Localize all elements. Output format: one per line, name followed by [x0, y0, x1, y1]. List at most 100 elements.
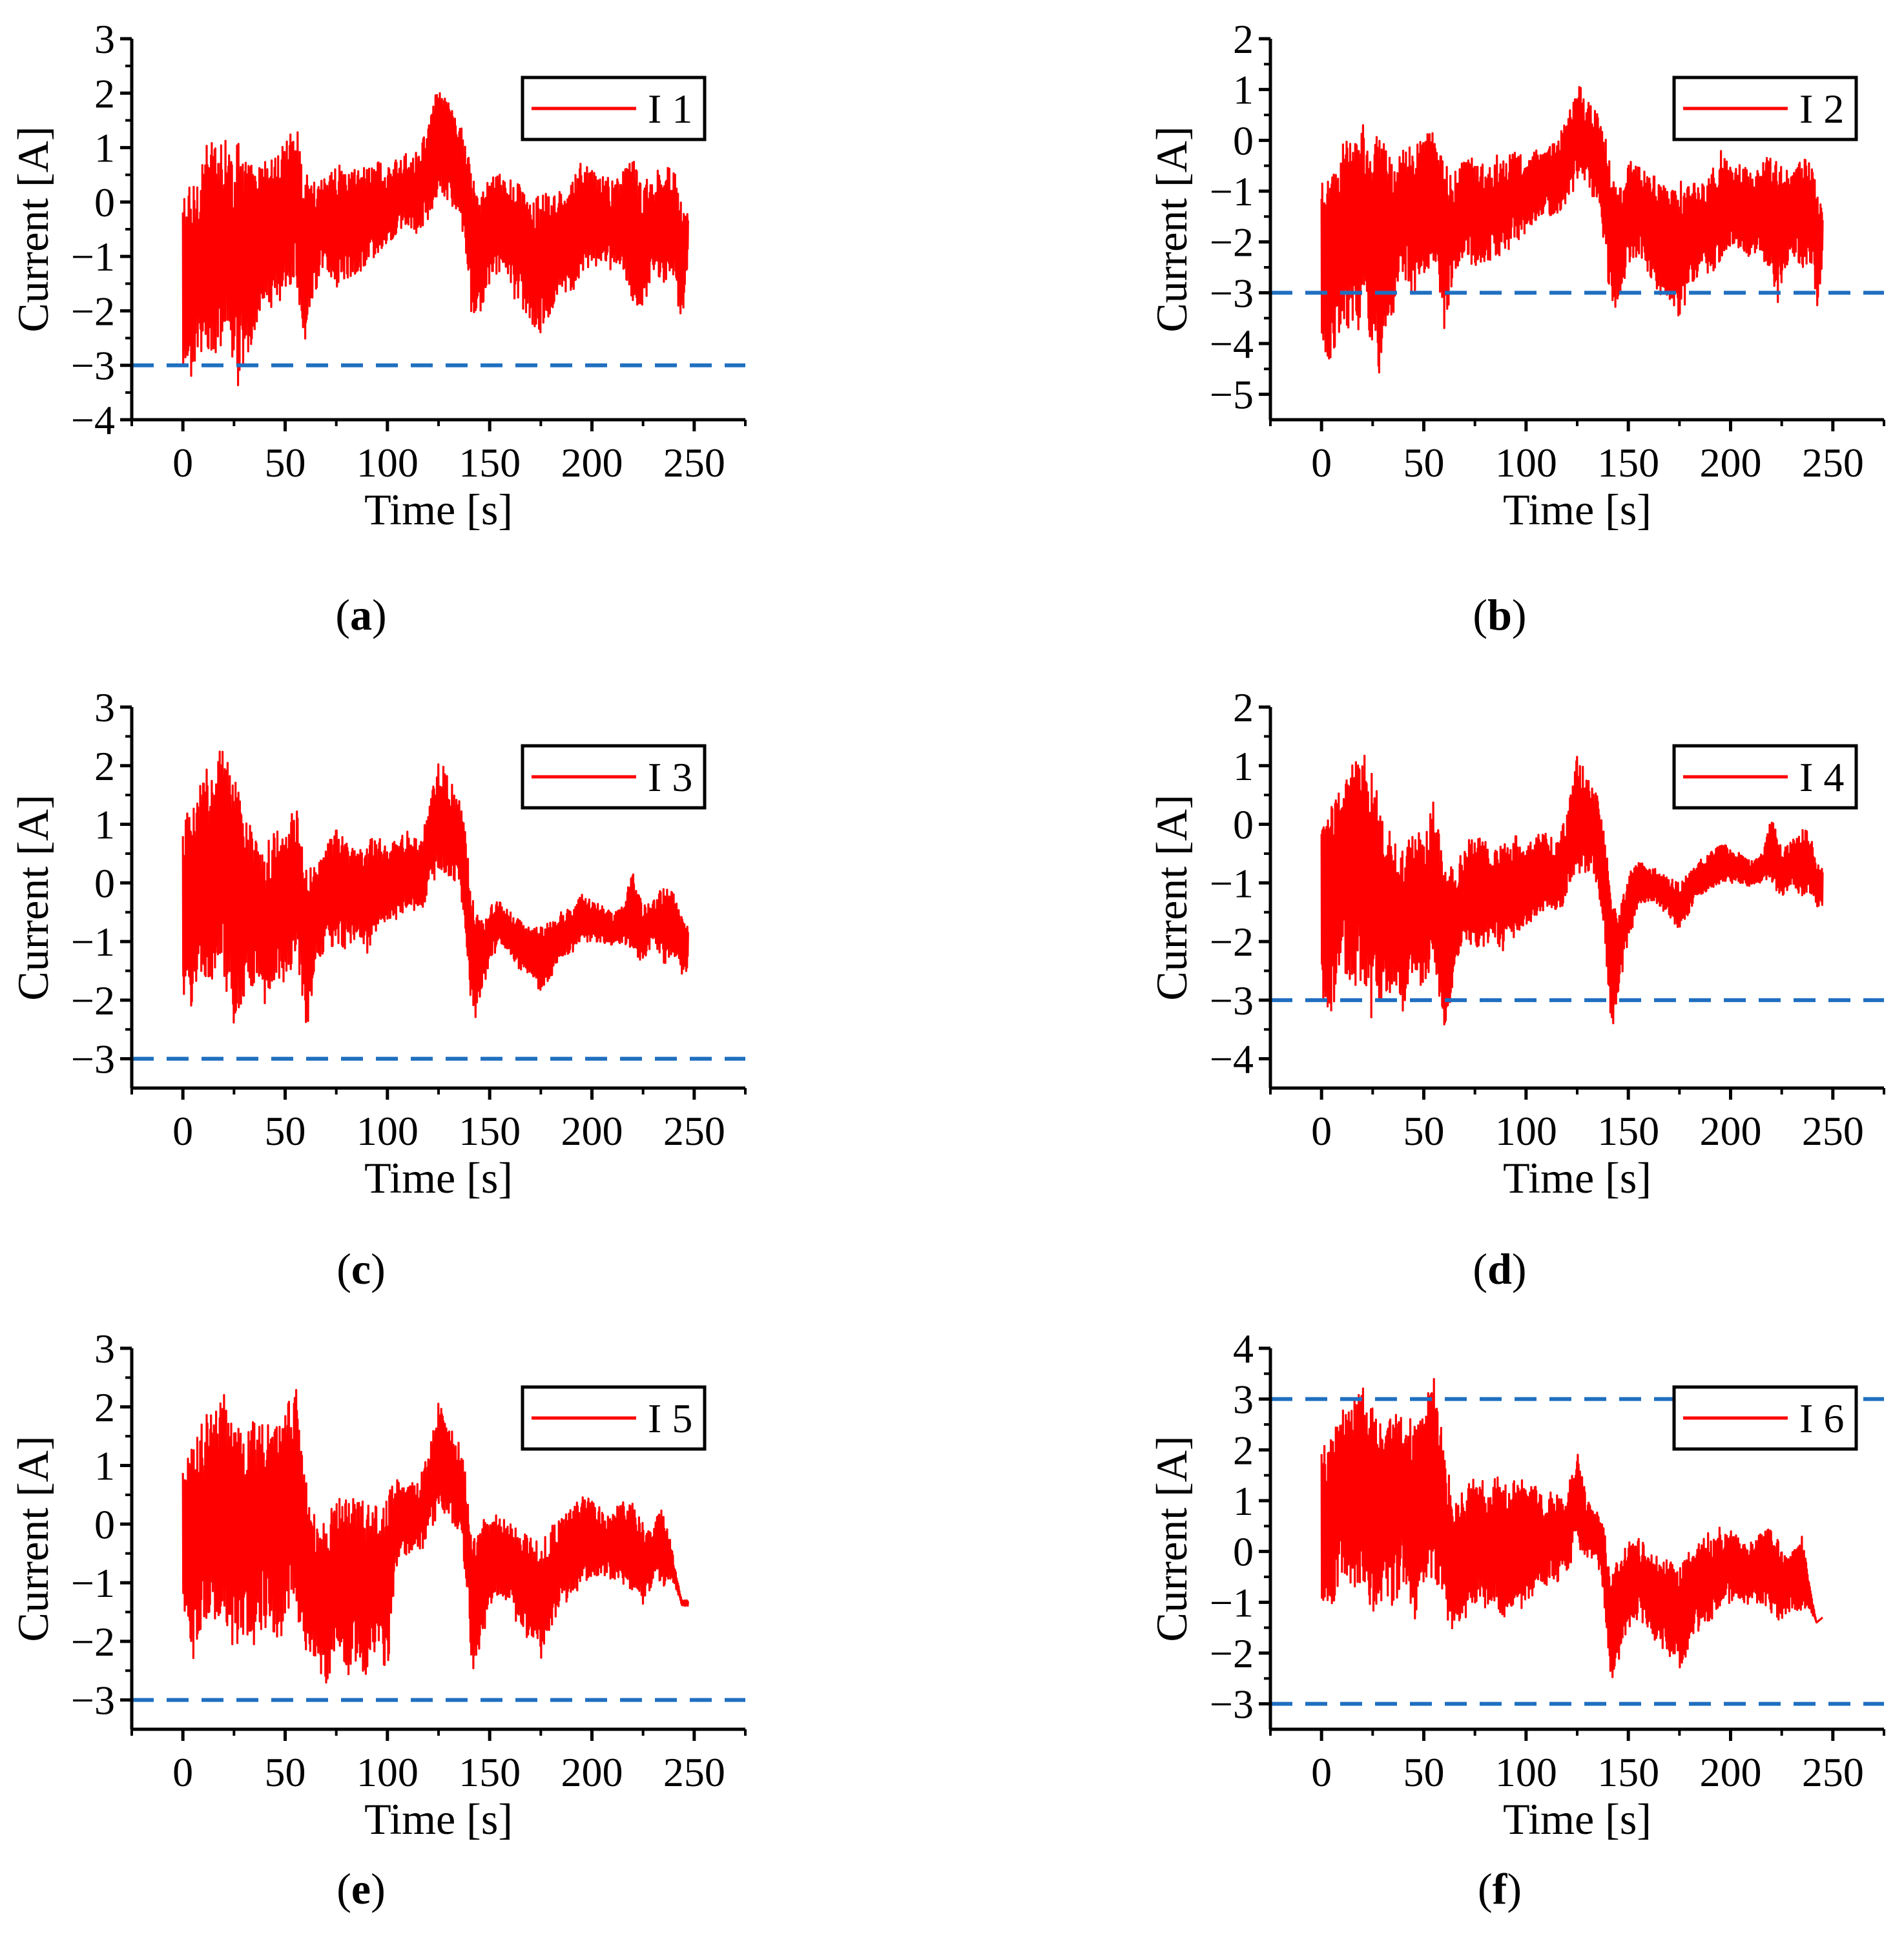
legend-label: I 2: [1799, 86, 1844, 132]
series-line-i3: [181, 750, 689, 1024]
x-tick-label: 150: [459, 440, 521, 486]
y-tick-label: −1: [71, 234, 115, 280]
y-tick-label: −2: [71, 978, 115, 1023]
y-tick-label: 1: [1233, 67, 1254, 113]
y-tick-label: −3: [71, 343, 115, 389]
panel-caption: (b): [1473, 590, 1526, 639]
y-tick-label: −1: [71, 1560, 115, 1606]
x-axis-label: Time [s]: [364, 1153, 513, 1202]
y-tick-label: −3: [1210, 1681, 1254, 1727]
x-tick-label: 250: [1802, 440, 1864, 486]
x-tick-label: 250: [663, 1108, 725, 1154]
y-tick-label: −3: [71, 1036, 115, 1082]
panel-caption-letter: a: [350, 590, 372, 639]
panel-caption: (a): [335, 590, 386, 639]
x-tick-label: 50: [265, 440, 306, 486]
x-tick-label: 100: [1495, 1749, 1557, 1795]
y-tick-label: 0: [1233, 118, 1254, 163]
x-tick-label: 0: [1311, 1108, 1332, 1154]
y-axis-label: Current [A]: [1147, 126, 1196, 332]
y-tick-label: 2: [94, 1384, 115, 1430]
y-tick-label: 1: [94, 802, 115, 848]
y-tick-label: 2: [94, 70, 115, 116]
x-tick-label: 0: [1311, 1749, 1332, 1795]
panel-caption-letter: d: [1487, 1244, 1512, 1293]
panel-caption-letter: f: [1493, 1864, 1508, 1913]
y-tick-label: −3: [71, 1678, 115, 1723]
x-tick-label: 200: [561, 1108, 623, 1154]
x-tick-label: 50: [1403, 440, 1445, 486]
y-tick-label: −3: [1210, 270, 1254, 316]
legend-label: I 4: [1799, 754, 1844, 800]
x-tick-label: 100: [357, 440, 419, 486]
x-tick-label: 0: [1311, 440, 1332, 486]
y-axis-label: Current [A]: [1147, 794, 1196, 1000]
y-tick-label: 0: [94, 860, 115, 906]
panel-caption: (d): [1473, 1244, 1526, 1293]
y-tick-label: −4: [1210, 321, 1254, 367]
x-tick-label: 0: [172, 1108, 193, 1154]
x-tick-label: 50: [1403, 1749, 1445, 1795]
panel-caption: (f): [1478, 1864, 1522, 1913]
y-axis-label: Current [A]: [1147, 1435, 1196, 1641]
x-tick-label: 100: [357, 1749, 419, 1795]
y-axis-label: Current [A]: [8, 794, 57, 1000]
y-tick-label: 2: [1233, 684, 1254, 730]
y-tick-label: −4: [1210, 1036, 1254, 1082]
x-tick-label: 150: [1597, 1108, 1659, 1154]
y-tick-label: 1: [94, 1443, 115, 1489]
x-tick-label: 150: [459, 1108, 521, 1154]
y-tick-label: 2: [94, 743, 115, 789]
x-tick-label: 0: [172, 1749, 193, 1795]
y-tick-label: −1: [1210, 1579, 1254, 1625]
x-tick-label: 50: [265, 1108, 306, 1154]
y-tick-label: −3: [1210, 978, 1254, 1023]
legend-label: I 3: [648, 754, 692, 800]
y-tick-label: 3: [94, 1326, 115, 1372]
x-axis-label: Time [s]: [364, 1794, 513, 1844]
x-tick-label: 200: [1700, 1749, 1762, 1795]
x-tick-label: 250: [1802, 1108, 1864, 1154]
y-tick-label: 0: [1233, 1529, 1254, 1575]
y-axis-label: Current [A]: [8, 126, 57, 332]
chart-panel-a: −4 −3 −2 −1 0 1 2 3 0 50 100 150 200 250 Time [s] Curre…: [8, 16, 747, 639]
legend-label: I 6: [1799, 1395, 1844, 1441]
panel-caption-letter: c: [351, 1244, 371, 1293]
panel-caption-letter: e: [351, 1864, 371, 1913]
x-tick-label: 250: [663, 1749, 725, 1795]
chart-panel-c: −3 −2 −1 0 1 2 3 0 50 100 150 200 250 Time [s] Current…: [8, 684, 747, 1293]
x-tick-label: 100: [1495, 440, 1557, 486]
x-tick-label: 50: [1403, 1108, 1445, 1154]
panel-caption-letter: b: [1487, 590, 1512, 639]
y-tick-label: −2: [71, 288, 115, 334]
series-line-i6: [1320, 1378, 1824, 1678]
x-tick-label: 150: [1597, 1749, 1659, 1795]
y-tick-label: 2: [1233, 16, 1254, 62]
x-tick-label: 200: [1700, 1108, 1762, 1154]
legend-label: I 5: [648, 1395, 692, 1441]
chart-panel-b: −5 −4 −3 −2 −1 0 1 2 0 50 100 150 200 250 Time [s] Curr…: [1147, 16, 1885, 639]
x-tick-label: 50: [265, 1749, 306, 1795]
x-tick-label: 150: [459, 1749, 521, 1795]
series-line-i4: [1320, 754, 1824, 1026]
x-tick-label: 200: [561, 440, 623, 486]
y-tick-label: −1: [1210, 860, 1254, 906]
x-axis-label: Time [s]: [1503, 485, 1651, 534]
y-tick-label: −2: [1210, 1630, 1254, 1676]
y-tick-label: −4: [71, 397, 115, 443]
y-tick-label: 1: [94, 125, 115, 171]
y-tick-label: 4: [1233, 1326, 1254, 1372]
y-axis-label: Current [A]: [8, 1435, 57, 1641]
x-tick-label: 0: [172, 440, 193, 486]
y-tick-label: −2: [1210, 919, 1254, 965]
y-tick-label: 3: [94, 16, 115, 62]
y-tick-label: 1: [1233, 1478, 1254, 1524]
panel-caption: (c): [336, 1244, 386, 1293]
y-tick-label: 3: [1233, 1377, 1254, 1423]
y-tick-label: 0: [94, 1501, 115, 1547]
y-tick-label: −2: [71, 1619, 115, 1665]
x-tick-label: 100: [1495, 1108, 1557, 1154]
x-tick-label: 250: [663, 440, 725, 486]
